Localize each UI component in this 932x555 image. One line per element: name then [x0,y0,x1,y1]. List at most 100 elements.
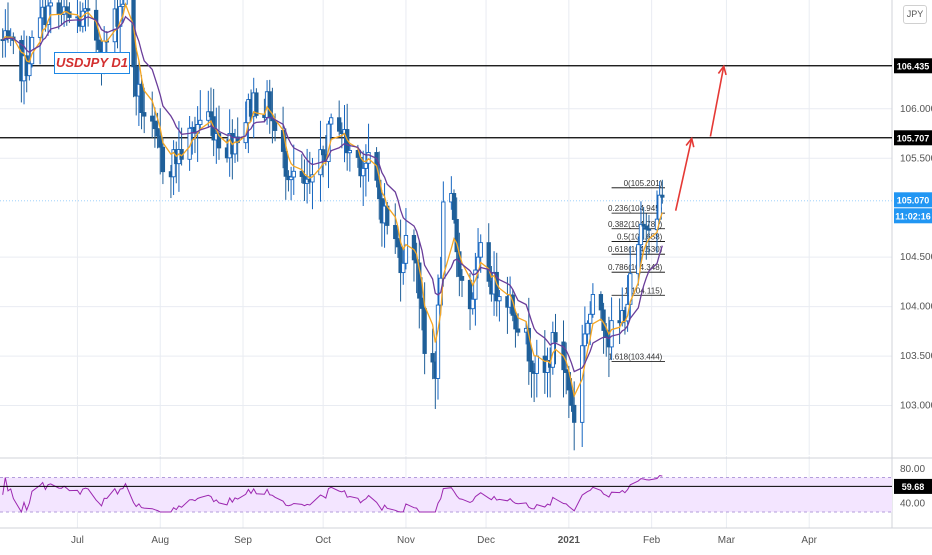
candle-body [470,298,475,310]
time-axis-label: 2021 [558,535,581,546]
price-axis-label: 103.500 [900,351,932,362]
candle-body [590,294,596,315]
candle-body [120,3,126,8]
candle-body [572,404,577,423]
level-price-tag-bg [894,130,932,146]
candle-body [393,224,398,240]
projection-arrows [674,64,727,211]
candle-body [588,313,593,324]
candle-body [64,6,69,13]
projection-arrow-head [717,64,727,76]
candle-body [441,201,446,279]
candle-body [198,119,203,125]
price-axis-label: 105.500 [900,153,932,164]
candle-body [320,149,326,156]
projection-arrow [709,66,725,137]
candle-body [216,133,222,149]
candle-body [478,242,483,258]
candle-body [513,314,518,330]
rsi-line [2,474,663,514]
candle-body [288,176,294,181]
candle-body [638,223,644,246]
candle-body [646,228,652,231]
ema-fast-line [2,2,663,398]
candle-body [45,5,51,26]
bar-countdown-tag: 11:02:16 [895,211,931,221]
candle-body [569,389,574,406]
candle-body [660,194,665,198]
candle-body [430,353,435,363]
candle-body [641,223,646,227]
level-price-tag-bg [894,58,932,74]
candle-body [497,296,502,302]
candle-body [208,111,214,118]
candle-body [534,355,539,374]
current-price-tag-bg [894,192,932,208]
candle-body [337,117,342,132]
time-axis-label: Nov [397,535,415,546]
candle-body [564,369,569,373]
fib-level-label: 0(105.201) [624,179,663,188]
candle-body [515,328,521,333]
grid [0,0,932,529]
candle-body [363,162,369,169]
price-axis-label: 103.000 [900,401,932,412]
candle-body [435,304,441,379]
rsi-axis-label: 40.00 [900,498,925,509]
chart-title: USDJPY D1 [54,52,130,74]
candle-body [272,120,278,131]
fib-level-label: 0.236(104.945) [608,204,663,213]
time-axis-label: Mar [718,535,736,546]
candle-body [411,234,417,261]
rsi-band-fill [0,477,892,512]
candle-body [347,150,353,154]
candle-body [582,333,588,347]
candle-body [150,115,155,122]
rsi-indicator [0,474,892,514]
rsi-band [0,477,892,513]
candle-body [422,307,427,354]
candle-body [152,120,158,130]
candle-body [451,193,457,220]
time-axis-label: Apr [801,535,817,546]
candle-body [644,225,649,230]
candle-body [27,63,32,77]
time-axis-label: Sep [234,535,252,546]
candle-body [299,170,304,177]
candle-body [486,242,491,282]
time-axis-label: Feb [643,535,661,546]
candle-body [291,170,296,178]
time-axis-label: Oct [315,535,331,546]
level-price-tag: 105.707 [897,133,930,143]
candle-body [155,128,160,137]
candle-body [131,0,136,68]
price-axis-label: 104.000 [900,302,932,313]
moving-averages [2,2,663,398]
candle-body [395,238,401,248]
fib-level-label: 0.618(104.530) [608,245,663,254]
candle-body [329,117,334,125]
rsi-value-tag-bg [894,478,932,494]
rsi-axis-label: 80.00 [900,464,925,475]
level-price-tag: 106.435 [897,61,930,71]
candle-body [67,11,72,18]
candle-body [160,146,166,173]
fib-level-label: 1(104.115) [624,286,662,295]
candle-body [134,66,139,97]
time-axis-label: Aug [151,535,169,546]
candles [0,0,665,451]
candle-body [93,9,99,41]
currency-toggle-button[interactable]: JPY [903,5,927,24]
candle-body [254,92,259,116]
time-axis-label: Dec [477,535,495,546]
candle-body [454,219,459,253]
candle-body [361,167,366,177]
candle-body [580,345,585,423]
candle-body [139,83,144,113]
candle-body [585,322,590,335]
fib-level-label: 0.382(104.787) [608,220,663,229]
candle-body [467,279,473,310]
